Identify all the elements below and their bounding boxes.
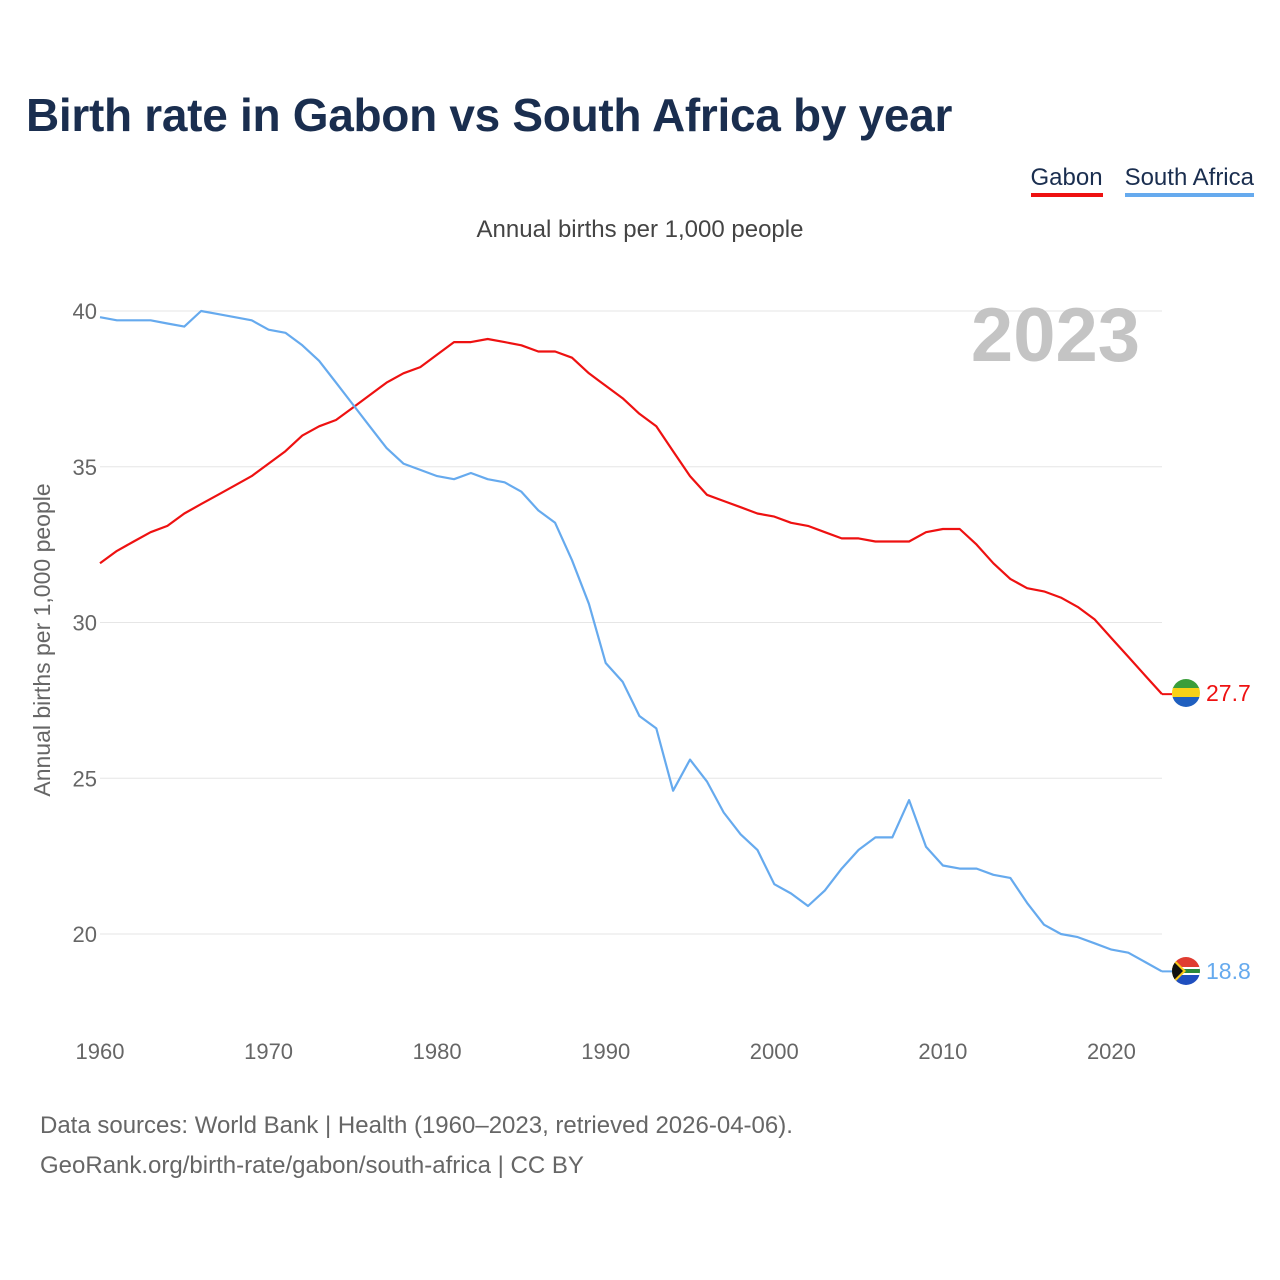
legend-item-gabon[interactable]: Gabon xyxy=(1030,164,1103,197)
gabon-flag-icon xyxy=(1172,679,1200,707)
y-tick-label: 30 xyxy=(73,611,97,636)
legend: Gabon South Africa xyxy=(1030,164,1254,197)
chart-title: Birth rate in Gabon vs South Africa by y… xyxy=(26,89,953,141)
footer: Data sources: World Bank | Health (1960–… xyxy=(40,1106,793,1186)
y-tick-label: 40 xyxy=(73,299,97,324)
y-tick-label: 35 xyxy=(73,455,97,480)
y-axis-title: Annual births per 1,000 people xyxy=(29,483,55,796)
legend-item-south-africa[interactable]: South Africa xyxy=(1124,164,1254,197)
x-axis: 1960 1970 1980 1990 2000 2010 2020 xyxy=(76,1039,1136,1064)
south-africa-end-value: 18.8 xyxy=(1206,958,1251,984)
x-tick-label: 1980 xyxy=(413,1039,462,1064)
x-tick-label: 1960 xyxy=(76,1039,125,1064)
data-source-note: Data sources: World Bank | Health (1960–… xyxy=(40,1112,793,1139)
x-tick-label: 2020 xyxy=(1087,1039,1136,1064)
series-line-gabon[interactable] xyxy=(99,337,1163,695)
chart-subtitle: Annual births per 1,000 people xyxy=(476,216,804,243)
year-watermark: 2023 xyxy=(971,293,1140,378)
y-tick-label: 20 xyxy=(73,922,97,947)
y-tick-label: 25 xyxy=(73,766,97,791)
x-tick-label: 2010 xyxy=(918,1039,967,1064)
source-url[interactable]: GeoRank.org/birth-rate/gabon/south-afric… xyxy=(40,1152,584,1179)
series xyxy=(99,309,1172,973)
south-africa-flag-icon xyxy=(1172,957,1200,985)
x-tick-label: 2000 xyxy=(750,1039,799,1064)
y-axis: 20 25 30 35 40 xyxy=(73,299,97,947)
gabon-end-value: 27.7 xyxy=(1206,680,1251,706)
x-tick-label: 1970 xyxy=(244,1039,293,1064)
grid xyxy=(100,310,1162,935)
x-tick-label: 1990 xyxy=(581,1039,630,1064)
series-line-south-africa[interactable] xyxy=(99,309,1163,973)
